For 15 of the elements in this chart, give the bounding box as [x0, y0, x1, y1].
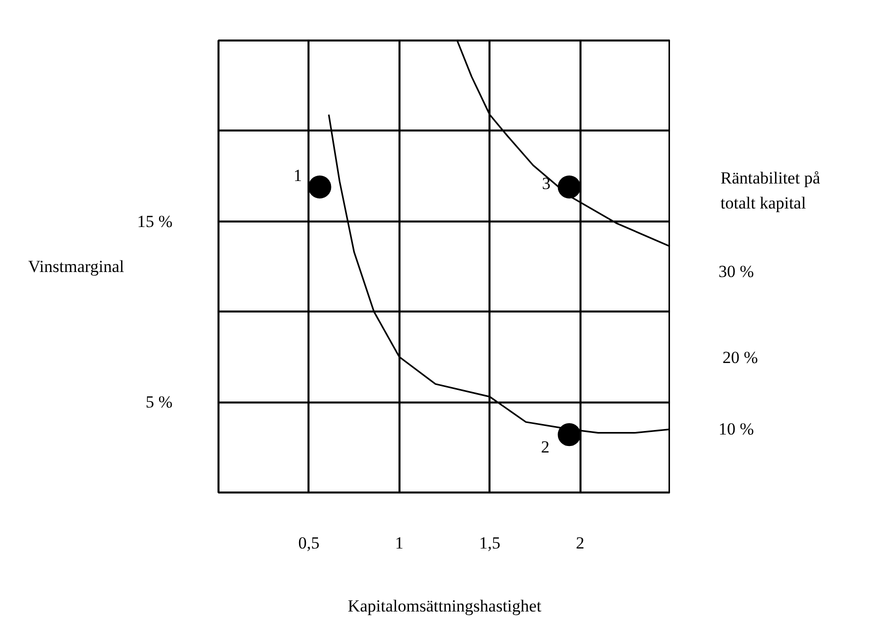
- x-tick-label: 2: [576, 534, 584, 552]
- x-axis-title: Kapitalomsättningshastighet: [348, 596, 542, 616]
- text: 10 %: [718, 420, 754, 439]
- text: Räntabilitet på totalt kapital: [720, 168, 821, 212]
- y-tick-label: 15 %: [137, 212, 173, 231]
- text: 30 %: [718, 262, 754, 282]
- x-tick-label: 1: [395, 534, 404, 552]
- x-tick-label: 1,5: [479, 534, 500, 552]
- y-axis-title: Vinstmarginal: [28, 257, 124, 276]
- series-label: 1: [294, 166, 302, 185]
- y-tick-label: 5 %: [146, 392, 173, 412]
- x-tick-label: 0,5: [298, 534, 320, 552]
- text: 20 %: [722, 348, 758, 367]
- series-label: 3: [542, 174, 550, 193]
- series-label: 2: [541, 438, 550, 457]
